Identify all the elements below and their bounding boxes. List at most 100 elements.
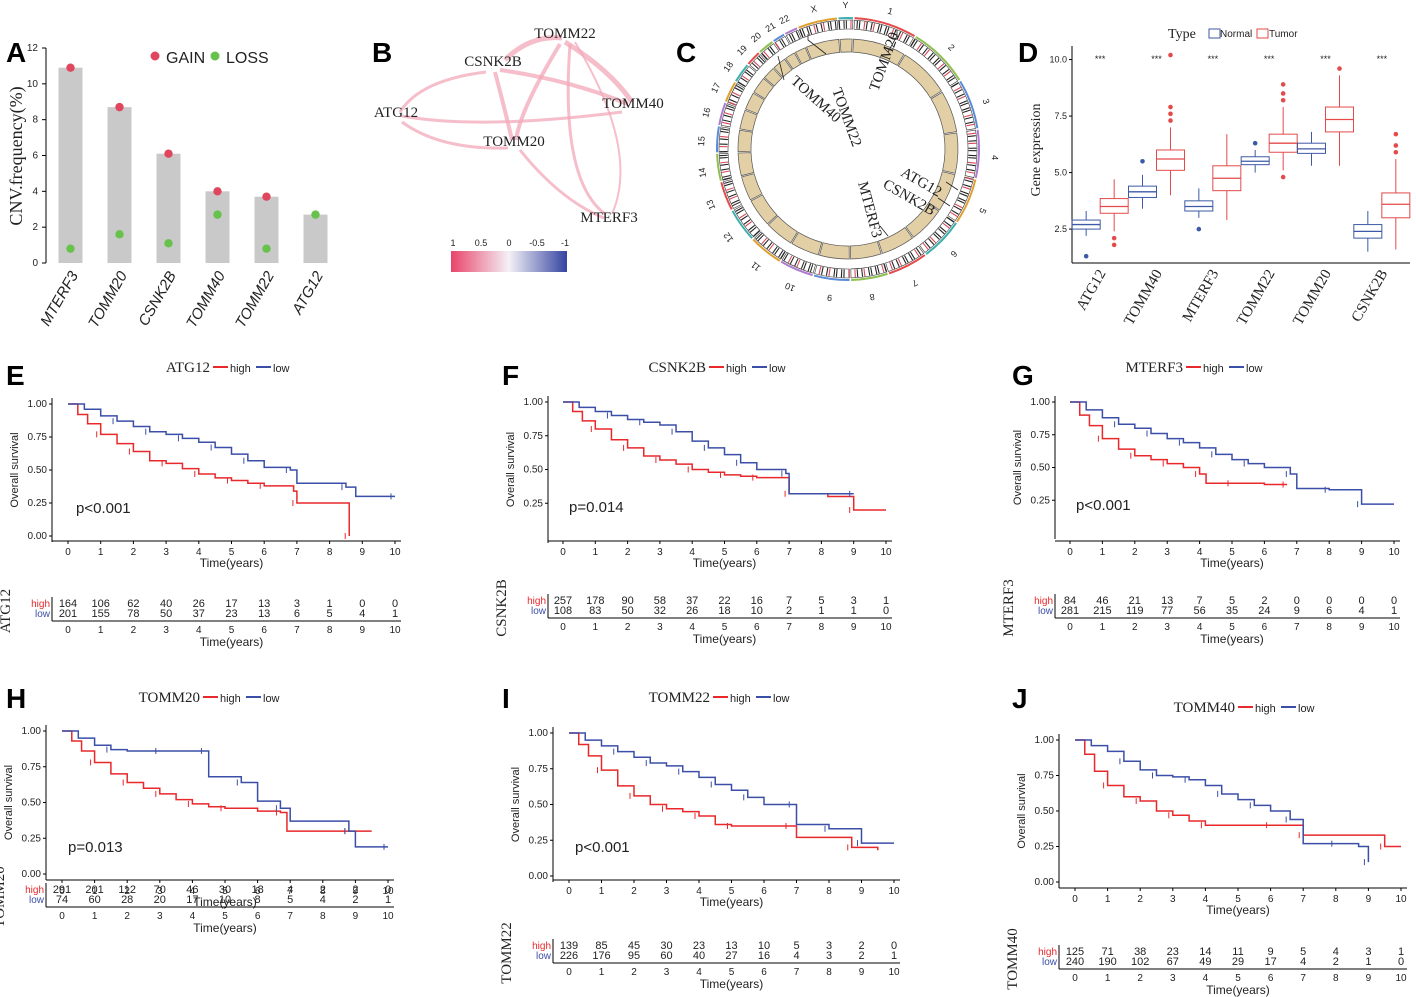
risk-count: 49 (1199, 956, 1211, 968)
risk-count: 5 (327, 608, 333, 620)
risk-count: 35 (1226, 605, 1238, 617)
band (739, 213, 747, 219)
risk-count: 9 (1294, 605, 1300, 617)
inner-ring (806, 39, 841, 60)
x-tick-label: 2 (631, 886, 637, 897)
y-tick-label: 7.5 (1054, 111, 1067, 121)
legend-high: high (726, 363, 747, 375)
y-tick-label: 0.25 (1031, 495, 1051, 506)
band (758, 55, 766, 63)
risk-row-label: low (1038, 606, 1054, 617)
band (753, 61, 761, 68)
x-tick-label: 9 (1359, 547, 1365, 558)
band (756, 57, 764, 64)
band (904, 255, 909, 263)
risk-count: 78 (127, 608, 139, 620)
band (885, 27, 890, 35)
category-label: MTERF3 (37, 268, 82, 329)
risk-count: 23 (693, 940, 705, 952)
band (934, 59, 941, 66)
band (890, 28, 895, 37)
chromosome-label: 17 (709, 81, 722, 94)
risk-count: 201 (59, 608, 77, 620)
x-tick-label: 4 (190, 886, 196, 897)
band (957, 95, 966, 100)
chromosome-label: 10 (784, 281, 797, 294)
x-axis-title: Time(years) (1200, 556, 1264, 570)
risk-count: 17 (186, 894, 198, 906)
risk-x-tick-label: 4 (696, 967, 702, 978)
chromosome-label: 6 (949, 249, 960, 260)
risk-count: 23 (225, 608, 237, 620)
band (729, 98, 738, 104)
band (933, 233, 940, 240)
inner-ring (763, 67, 783, 87)
band (953, 86, 962, 92)
risk-count: 102 (1131, 956, 1149, 968)
inner-ring (930, 91, 958, 135)
band (966, 123, 975, 127)
x-tick-label: 8 (327, 547, 333, 558)
band (791, 33, 796, 41)
risk-count: 291 (53, 884, 71, 896)
band (729, 195, 738, 200)
risk-count: 215 (1093, 605, 1111, 617)
risk-x-tick-label: 9 (1359, 622, 1365, 633)
risk-count: 2 (1333, 956, 1339, 968)
inner-ring (819, 242, 850, 260)
risk-count: 2 (352, 884, 358, 896)
risk-count: 90 (621, 595, 633, 607)
x-tick-label: 9 (360, 547, 366, 558)
risk-x-tick-label: 7 (1300, 973, 1306, 984)
inner-ring (839, 38, 853, 53)
risk-count: 4 (320, 894, 326, 906)
x-tick-label: 0 (1067, 547, 1073, 558)
band (740, 77, 748, 83)
inner-ring (741, 173, 763, 201)
band (755, 233, 763, 240)
panel-letter-C: C (676, 37, 696, 68)
risk-count: 0 (1398, 956, 1404, 968)
risk-count: 13 (258, 598, 270, 610)
x-tick-label: 5 (729, 886, 735, 897)
band (964, 114, 972, 118)
risk-x-tick-label: 9 (851, 622, 857, 633)
outlier (1168, 52, 1173, 58)
band (736, 209, 745, 215)
y-tick-label: 12 (27, 43, 39, 54)
band (845, 20, 847, 29)
gene-connector (945, 181, 959, 191)
legend-loss-dot (210, 51, 220, 61)
band (720, 128, 730, 131)
risk-count: 0 (359, 598, 365, 610)
x-tick-label: 10 (1395, 894, 1407, 905)
risk-x-tick-label: 2 (131, 625, 137, 636)
band (968, 154, 977, 157)
risk-x-axis-title: Time(years) (193, 921, 257, 935)
risk-count: 1 (1398, 946, 1404, 958)
gene-connector (777, 55, 785, 81)
risk-count: 3 (294, 598, 300, 610)
colorbar-tick: 0 (506, 238, 511, 248)
gain-point (115, 102, 124, 112)
panel-a: 0 2 4 6 8 10 12 CNV.frequency(%) MTERF3 TOMM20 CSN… (6, 43, 328, 331)
band (967, 132, 976, 135)
ideogram (853, 19, 914, 47)
y-tick-label: 4 (32, 186, 38, 197)
x-tick-label: 9 (859, 886, 865, 897)
risk-count: 4 (1333, 946, 1339, 958)
y-tick-label: 0.25 (529, 835, 549, 846)
chromosome-label: 20 (749, 30, 763, 44)
inner-ring (753, 78, 775, 100)
y-axis-title: Overall survival (1016, 773, 1028, 848)
inner-ring (737, 129, 753, 153)
risk-count: 45 (628, 940, 640, 952)
x-tick-label: 4 (1197, 547, 1203, 558)
x-tick-label: 4 (696, 886, 702, 897)
risk-x-axis-title: Time(years) (1200, 632, 1264, 646)
x-tick-label: 1 (1100, 547, 1106, 558)
y-tick-label: 1.00 (529, 728, 549, 739)
x-tick-label: 1 (593, 547, 599, 558)
